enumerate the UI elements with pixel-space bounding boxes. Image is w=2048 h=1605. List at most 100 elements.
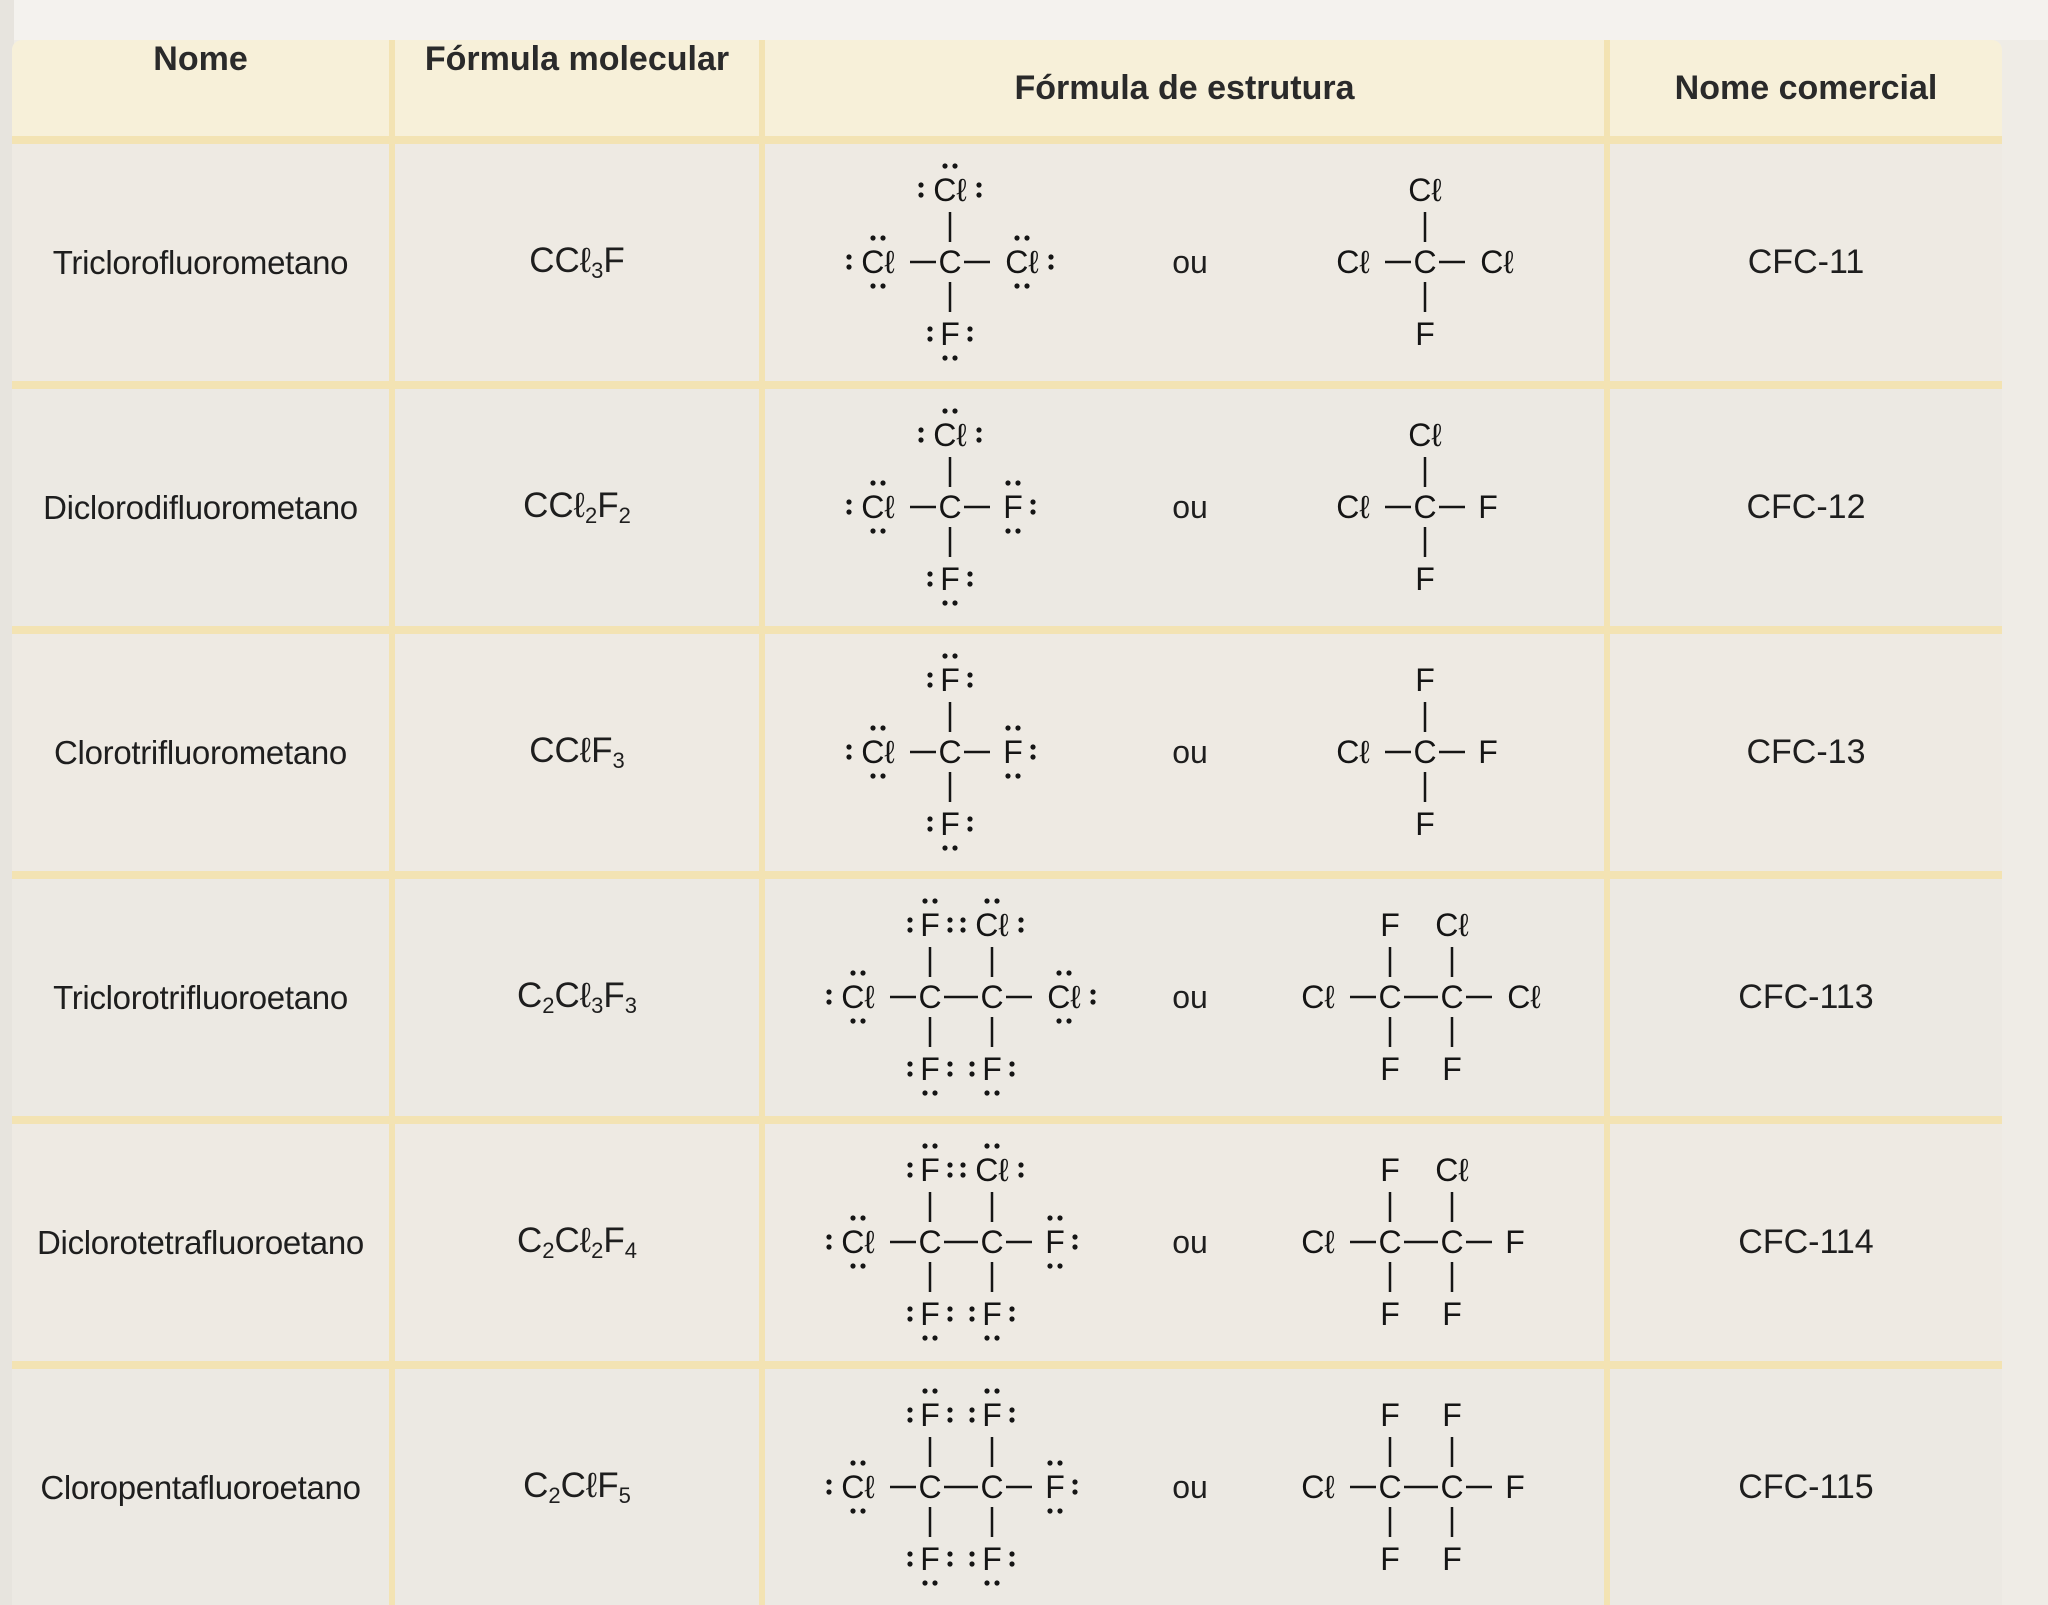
commercial-name: CFC-13 [1607, 630, 2002, 879]
halogen-atom: F [1045, 1224, 1065, 1260]
halogen-atom: F [1478, 734, 1498, 770]
lone-pair-dots [850, 970, 866, 976]
structure-drawing: C F F C Cℓ F Cℓ Cℓ C F F C Cℓ F Cℓ Cℓ ou [765, 879, 1610, 1116]
lone-pair-dots [960, 917, 966, 933]
formula-subscript: 3 [612, 748, 625, 773]
halogen-atom: F [1442, 1051, 1462, 1087]
commercial-name: CFC-11 [1607, 140, 2002, 389]
lone-pair-dots [942, 163, 958, 169]
halogen-atom: Cℓ [1047, 979, 1080, 1015]
formula-subscript: 4 [624, 1238, 637, 1263]
lone-pair-dots [967, 816, 973, 832]
formula-element: C [523, 486, 549, 525]
lone-pair-dots [870, 528, 886, 534]
halogen-atom: Cℓ [861, 734, 894, 770]
commercial-name: CFC-114 [1607, 1120, 2002, 1369]
halogen-atom: F [1380, 1296, 1400, 1332]
carbon-atom: C [918, 1469, 941, 1505]
halogen-atom: F [940, 561, 960, 597]
halogen-atom: Cℓ [841, 1469, 874, 1505]
halogen-atom: F [920, 1541, 940, 1577]
structural-formula: C F F C Cℓ F Cℓ Cℓ C F F C Cℓ F Cℓ Cℓ ou [762, 875, 1610, 1124]
lone-pair-dots [870, 235, 886, 241]
or-label: ou [1172, 979, 1208, 1015]
lone-pair-dots [969, 1061, 975, 1077]
carbon-atom: C [1378, 1224, 1401, 1260]
carbon-atom: C [1413, 734, 1436, 770]
carbon-atom: C [1413, 244, 1436, 280]
formula-subscript: 3 [591, 993, 604, 1018]
cfc-table: Nome Fórmula molecular Fórmula de estrut… [12, 40, 2002, 1605]
formula-element: F [603, 1221, 625, 1260]
halogen-atom: Cℓ [841, 979, 874, 1015]
header-row: Nome Fórmula molecular Fórmula de estrut… [12, 40, 2002, 144]
lone-pair-dots [907, 1162, 913, 1178]
lone-pair-dots [1047, 1263, 1063, 1269]
lone-pair-dots [967, 672, 973, 688]
carbon-atom: C [938, 244, 961, 280]
lone-pair-dots [927, 816, 933, 832]
formula-subscript: 2 [548, 1483, 561, 1508]
lone-pair-dots [984, 1335, 1000, 1341]
halogen-atom: F [1380, 1541, 1400, 1577]
halogen-atom: Cℓ [933, 417, 966, 453]
halogen-atom: Cℓ [1408, 172, 1441, 208]
halogen-atom: F [1380, 1152, 1400, 1188]
lone-pair-dots [947, 1551, 953, 1567]
page-top-margin [0, 0, 2048, 40]
lone-pair-dots [1005, 480, 1021, 486]
lone-pair-dots [907, 917, 913, 933]
lone-pair-dots [1018, 1162, 1024, 1178]
halogen-atom: F [1478, 489, 1498, 525]
carbon-atom: C [918, 1224, 941, 1260]
halogen-atom: Cℓ [1301, 1469, 1334, 1505]
formula-subscript: 3 [591, 258, 604, 283]
halogen-atom: F [982, 1051, 1002, 1087]
carbon-atom: C [1378, 979, 1401, 1015]
lone-pair-dots [1048, 254, 1054, 270]
lone-pair-dots [922, 1335, 938, 1341]
formula-element: C [529, 241, 555, 280]
carbon-atom: C [1440, 1224, 1463, 1260]
lone-pair-dots [870, 773, 886, 779]
halogen-atom: F [1380, 907, 1400, 943]
halogen-atom: F [1415, 316, 1435, 352]
molecular-formula: CCℓ2F2 [392, 385, 765, 634]
structure-svg: C Cℓ F Cℓ Cℓ C Cℓ F Cℓ Cℓ [846, 163, 1514, 361]
formula-element: F [603, 241, 625, 280]
lone-pair-dots [1056, 970, 1072, 976]
carbon-atom: C [980, 979, 1003, 1015]
lone-pair-dots [922, 1580, 938, 1586]
molecular-formula: C2Cℓ3F3 [392, 875, 765, 1124]
formula-element: F [597, 486, 619, 525]
or-label: ou [1172, 734, 1208, 770]
compound-name: Triclorofluorometano [12, 140, 395, 389]
halogen-atom: Cℓ [1507, 979, 1540, 1015]
lone-pair-dots [907, 1306, 913, 1322]
structural-formula: C Cℓ F Cℓ Cℓ C Cℓ F Cℓ Cℓ ou [762, 140, 1610, 389]
lone-pair-dots [984, 1143, 1000, 1149]
header-name: Nome [12, 40, 395, 144]
lone-pair-dots [1090, 989, 1096, 1005]
lone-pair-dots [984, 1580, 1000, 1586]
carbon-atom: C [918, 979, 941, 1015]
formula-element: Cℓ [554, 976, 592, 1015]
formula-element: F [591, 731, 613, 770]
formula-subscript: 2 [542, 993, 555, 1018]
or-label: ou [1172, 489, 1208, 525]
lone-pair-dots [1005, 725, 1021, 731]
halogen-atom: F [1003, 489, 1023, 525]
formula-element: C [516, 976, 543, 1015]
formula-subscript: 2 [618, 503, 631, 528]
header-structural-formula: Fórmula de estrutura [762, 40, 1610, 144]
carbon-atom: C [980, 1224, 1003, 1260]
halogen-atom: Cℓ [1336, 734, 1369, 770]
halogen-atom: F [1003, 734, 1023, 770]
halogen-atom: F [920, 907, 940, 943]
formula-element: Cℓ [560, 1466, 598, 1505]
halogen-atom: Cℓ [933, 172, 966, 208]
